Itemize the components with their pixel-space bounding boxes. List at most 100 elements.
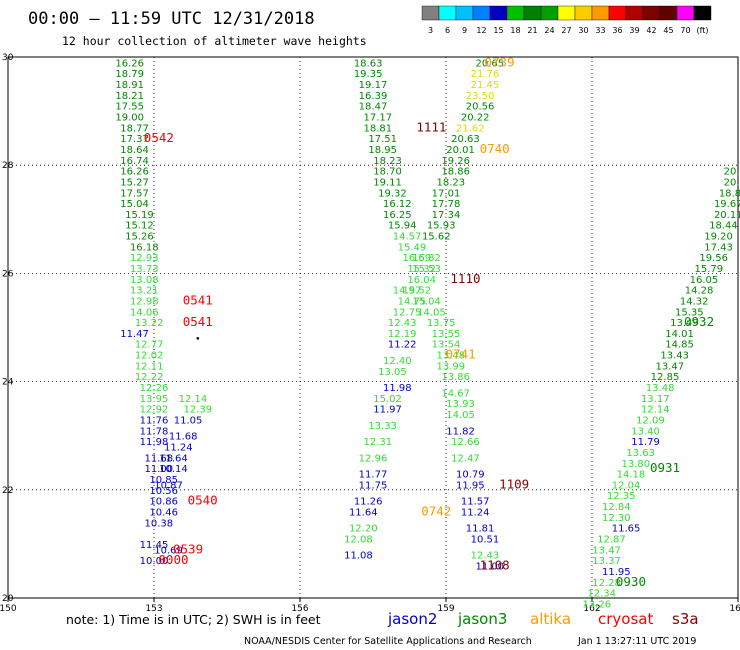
wave-height-value: 11.24 (164, 443, 193, 454)
wave-height-value: 14.32 (680, 296, 709, 307)
wave-height-value: 12.14 (179, 394, 208, 405)
colorbar-label: 45 (663, 26, 673, 35)
wave-height-value: 19.35 (354, 69, 383, 80)
colorbar-label: 33 (595, 26, 605, 35)
wave-height-value: 10.46 (149, 507, 178, 518)
wave-height-value: 17.37 (120, 134, 149, 145)
wave-height-value: 16.74 (120, 156, 149, 167)
wave-height-value: 13.49 (670, 318, 699, 329)
wave-height-value: 19.11 (373, 177, 402, 188)
wave-height-value: 13.80 (621, 459, 650, 470)
wave-height-value: 12.28 (592, 578, 621, 589)
wave-height-value: 18.21 (115, 91, 144, 102)
wave-height-value: 15.04 (412, 296, 441, 307)
wave-height-value: 12.30 (602, 513, 631, 524)
wave-height-value: 14.05 (446, 410, 475, 421)
wave-height-value: 13.54 (432, 340, 461, 351)
colorbar-swatch (489, 5, 508, 21)
wave-height-value: 13.37 (592, 556, 621, 567)
wave-height-value: 12.09 (636, 415, 665, 426)
wave-height-value: 12.35 (607, 491, 636, 502)
wave-height-value: 13.33 (368, 421, 397, 432)
credit-text: NOAA/NESDIS Center for Satellite Applica… (244, 636, 532, 647)
footer-note: note: 1) Time is in UTC; 2) SWH is in fe… (66, 612, 321, 627)
colorbar-swatch (438, 5, 457, 21)
colorbar-label: 24 (544, 26, 554, 35)
wave-height-value: 18.95 (368, 145, 397, 156)
grid-lines (8, 57, 738, 598)
wave-height-value: 18.63 (354, 58, 383, 69)
wave-height-value: 12.26 (140, 383, 169, 394)
wave-height-value: 23.50 (466, 91, 495, 102)
y-tick-label: 22 (2, 486, 13, 496)
wave-height-value: 18.23 (437, 177, 466, 188)
wave-height-value: 15.49 (398, 242, 427, 253)
wave-height-value: 12.39 (183, 405, 212, 416)
wave-height-value: 11.95 (456, 480, 485, 491)
wave-height-value: 16.12 (383, 199, 412, 210)
wave-height-value: 13.21 (130, 286, 159, 297)
wave-height-value: 11.64 (349, 507, 378, 518)
wave-height-value: 19.20 (704, 232, 733, 243)
wave-height-value: 13.55 (432, 329, 461, 340)
colorbar-label: 6 (445, 26, 450, 35)
pass-time-label: 0740 (480, 141, 510, 156)
mission-label-s3a: s3a (672, 610, 699, 628)
wave-height-value: 16.26 (115, 58, 144, 69)
wave-height-value: 15.35 (675, 307, 704, 318)
wave-height-value: 14.75 (398, 296, 427, 307)
wave-height-value: 12.84 (602, 502, 631, 513)
pass-time-label: 0000 (158, 552, 188, 567)
y-tick-label: 28 (2, 161, 14, 171)
wave-height-value: 11.98 (140, 437, 169, 448)
marker-dots (196, 337, 200, 340)
wave-height-value: 12.75 (393, 307, 422, 318)
colorbar-swatch (455, 5, 474, 21)
pass-time-label: 0932 (684, 314, 714, 329)
colorbar-label: 30 (578, 26, 588, 35)
wave-height-value: 17.51 (368, 134, 397, 145)
wave-height-value: 11.78 (140, 426, 169, 437)
pass-time-label: 0742 (421, 503, 451, 518)
wave-height-value: 15.04 (120, 199, 149, 210)
wave-height-points: 16.2618.7918.9118.2117.5519.0018.7717.37… (115, 58, 740, 610)
colorbar-swatch (421, 5, 440, 21)
timestamp-text: Jan 1 13:27:11 UTC 2019 (577, 636, 696, 647)
wave-height-value: 10.38 (145, 518, 174, 529)
wave-height-value: 11.22 (388, 340, 417, 351)
wave-height-value: 11.97 (373, 405, 402, 416)
wave-height-value: 15.62 (422, 232, 451, 243)
wave-height-value: 18.44 (709, 221, 738, 232)
pass-time-label: 1110 (450, 271, 480, 286)
wave-height-value: 13.43 (660, 351, 689, 362)
wave-height-value: 11.05 (174, 415, 203, 426)
wave-height-value: 18.77 (120, 123, 149, 134)
wave-height-value: 12.85 (651, 372, 680, 383)
chart-subtitle: 12 hour collection of altimeter wave hei… (62, 34, 367, 48)
wave-height-value: 16.25 (383, 210, 412, 221)
pass-time-label: 0930 (616, 574, 646, 589)
wave-height-value: 17.78 (432, 199, 461, 210)
wave-height-value: 10.00 (140, 556, 169, 567)
x-tick-label: 159 (437, 604, 454, 614)
colorbar-label: 15 (493, 26, 503, 35)
wave-height-value: 15.82 (412, 253, 441, 264)
wave-height-value: 11.08 (344, 551, 373, 562)
colorbar-swatch (523, 5, 542, 21)
wave-height-value: 12.93 (130, 253, 159, 264)
pass-time-label: 0539 (173, 541, 203, 556)
wave-height-value: 13.08 (130, 275, 159, 286)
y-tick-label: 24 (2, 378, 14, 388)
wave-height-value: 13.17 (641, 394, 670, 405)
wave-height-value: 12.04 (612, 480, 641, 491)
pass-time-label: 0739 (484, 54, 514, 69)
wave-height-value: 11.68 (169, 432, 198, 443)
wave-height-value: 14.57 (393, 232, 422, 243)
wave-height-value: 13.95 (140, 394, 169, 405)
wave-height-value: 10.14 (159, 464, 188, 475)
pass-time-label: 0541 (183, 314, 213, 329)
wave-height-value: 17.43 (704, 242, 733, 253)
wave-height-value: 12.02 (135, 351, 164, 362)
colorbar-legend: 3 6 9 12 15 18 21 24 27 30 33 36 39 42 45 70 (ft) (421, 5, 712, 35)
